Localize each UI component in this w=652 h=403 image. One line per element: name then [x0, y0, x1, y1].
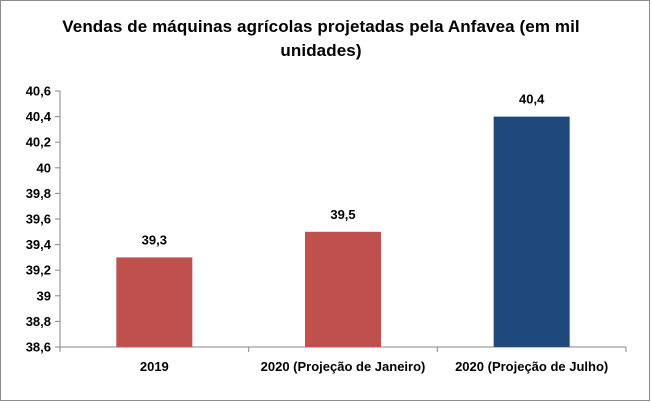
- y-tick-label: 40,2: [26, 135, 51, 150]
- y-tick-label: 39: [37, 288, 51, 303]
- bars-group: [116, 116, 570, 347]
- bar-3: [493, 116, 570, 347]
- y-tick-label: 39,8: [26, 186, 51, 201]
- chart-title: Vendas de máquinas agrícolas projetadas …: [62, 17, 580, 60]
- data-label: 40,4: [519, 92, 545, 107]
- y-tick-label: 40: [37, 160, 51, 175]
- bar-1: [116, 257, 193, 347]
- labels-group: 39,3 2019 39,5 2020 (Projeção de Janeiro) 40…: [140, 92, 608, 374]
- chart-axes: 38,6 38,8 39 39,2 39,4 39,6 39,8 40 40,2 40,4 40,6: [26, 84, 627, 355]
- y-tick-label: 38,8: [26, 314, 51, 329]
- y-tick-label: 40,4: [26, 109, 52, 124]
- y-tick-label: 39,2: [26, 263, 51, 278]
- category-label: 2019: [140, 359, 169, 374]
- data-label: 39,3: [142, 232, 167, 247]
- y-tick-label: 39,4: [26, 237, 52, 252]
- category-label: 2020 (Projeção de Julho): [455, 359, 608, 374]
- data-label: 39,5: [330, 207, 355, 222]
- bar-2: [305, 231, 381, 347]
- y-tick-label: 38,6: [26, 340, 51, 355]
- category-label: 2020 (Projeção de Janeiro): [261, 359, 426, 374]
- y-tick-label: 39,6: [26, 212, 51, 227]
- y-tick-label: 40,6: [26, 84, 51, 99]
